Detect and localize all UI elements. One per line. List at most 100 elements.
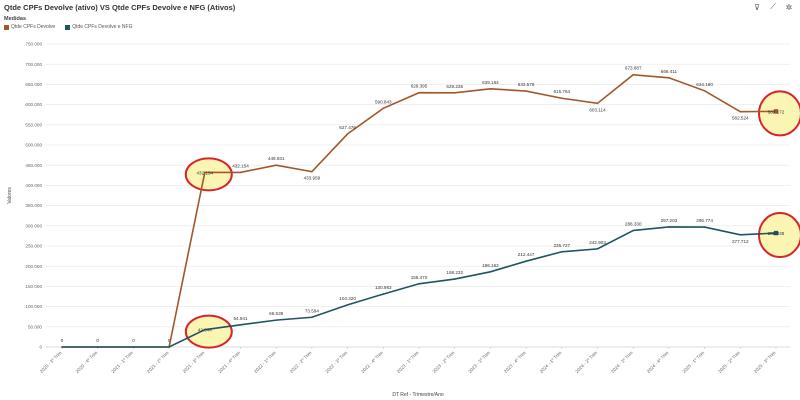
data-point [311, 316, 313, 319]
data-point [453, 91, 456, 94]
x-tick-label: 2024 - 1º Trim [539, 350, 563, 374]
chart-toolbar: ⊽ ⟋ ✲ [752, 2, 794, 12]
x-tick-label: 2023 - 2º Trim [432, 350, 456, 374]
settings-icon[interactable]: ✲ [785, 2, 793, 12]
data-label: 629.235 [446, 84, 463, 89]
data-label: 73.594 [305, 308, 319, 313]
data-label: 449.931 [268, 156, 285, 161]
data-label: 130.983 [375, 285, 392, 290]
data-label: 42.944 [198, 328, 212, 333]
data-label: 603.114 [589, 107, 606, 112]
data-label: 0 [132, 338, 135, 343]
data-point [561, 97, 563, 100]
y-tick-label: 550.000 [25, 122, 42, 127]
data-point [703, 89, 706, 92]
data-label: 104.320 [339, 296, 356, 301]
legend-label: Qtde CPFs Devolve [11, 24, 56, 30]
data-point [275, 319, 278, 321]
legend: Qtde CPFs Devolve Qtde CPFs Devolve e NF… [4, 24, 132, 30]
data-point [561, 250, 563, 253]
data-label: 615.764 [553, 89, 570, 94]
data-label: 282.038 [768, 231, 785, 236]
x-tick-label: 2024 - 2º Trim [574, 350, 598, 374]
data-point [489, 270, 492, 273]
data-point [773, 230, 779, 236]
data-label: 666.411 [661, 69, 678, 74]
data-label: 583.172 [768, 109, 785, 114]
x-tick-label: 2021 - 2º Trim [146, 350, 170, 374]
data-point [668, 226, 670, 228]
data-label: 582.524 [732, 116, 749, 121]
x-tick-label: 2025 - 1º Trim [681, 350, 705, 374]
data-label: 296.774 [696, 218, 713, 223]
x-tick-label: 2022 - 1º Trim [253, 350, 277, 374]
legend-item-devolve-nfg[interactable]: Qtde CPFs Devolve e NFG [65, 24, 132, 30]
data-label: 629.395 [411, 84, 428, 89]
data-label: 432.154 [232, 163, 249, 168]
data-label: 277.712 [732, 239, 749, 244]
data-label: 212.447 [518, 252, 535, 257]
data-point [382, 107, 385, 110]
data-label: 186.162 [482, 263, 499, 268]
data-label: 634.180 [696, 82, 713, 87]
data-label: 0 [96, 338, 99, 343]
data-label: 242.903 [589, 240, 606, 245]
data-point [632, 73, 634, 76]
highlight-ellipse [758, 212, 800, 259]
x-tick-label: 2021 - 3º Trim [182, 350, 206, 374]
data-label: 156.470 [411, 275, 428, 280]
data-point [418, 91, 420, 94]
data-label: 0 [61, 338, 64, 343]
x-tick-label: 2024 - 4º Trim [646, 350, 670, 374]
y-tick-label: 150.000 [25, 284, 42, 289]
x-tick-label: 2022 - 4º Trim [360, 350, 384, 374]
y-axis-title: Valores [7, 187, 13, 204]
data-point [739, 234, 742, 236]
data-label: 168.232 [446, 270, 463, 275]
x-tick-label: 2023 - 3º Trim [467, 350, 491, 374]
data-label: 527.476 [339, 125, 356, 130]
data-point [239, 324, 242, 326]
legend-title: Medidas [4, 16, 27, 22]
x-tick-label: 2023 - 4º Trim [503, 350, 527, 374]
x-tick-label: 2025 - 3º Trim [753, 350, 777, 374]
filter-icon[interactable]: ⊽ [754, 2, 760, 12]
data-point [346, 133, 349, 135]
data-point [739, 110, 742, 113]
x-tick-label: 2022 - 3º Trim [324, 350, 348, 374]
y-tick-label: 50.000 [28, 324, 42, 329]
data-point [703, 226, 706, 228]
data-point [773, 109, 779, 114]
highlight-ellipse [184, 157, 233, 192]
data-label: 235.727 [553, 243, 570, 248]
data-point [489, 87, 492, 90]
data-label: 433.959 [304, 176, 321, 181]
data-point [96, 346, 99, 348]
y-tick-label: 100.000 [25, 304, 42, 309]
series-line-0 [62, 73, 777, 348]
data-point [239, 171, 242, 174]
series-line-1 [62, 226, 777, 348]
y-tick-label: 400.000 [25, 183, 42, 188]
data-point [311, 170, 313, 173]
x-tick-label: 2025 - 2º Trim [717, 350, 741, 374]
data-point [418, 282, 420, 285]
legend-item-devolve[interactable]: Qtde CPFs Devolve [4, 24, 55, 30]
data-label: 590.843 [375, 99, 392, 104]
x-tick-label: 2020 - 4º Trim [75, 350, 99, 374]
data-label: 432.154 [196, 170, 213, 175]
line-chart-icon[interactable]: ⟋ [770, 2, 776, 11]
data-point [525, 90, 527, 92]
data-point [525, 260, 527, 262]
y-tick-label: 0 [39, 345, 42, 350]
data-label: 297.203 [661, 218, 678, 223]
data-point [453, 278, 456, 280]
y-tick-label: 300.000 [25, 223, 42, 228]
data-label: 66.539 [269, 311, 283, 316]
data-label: 288.330 [625, 222, 642, 227]
legend-label: Qtde CPFs Devolve e NFG [72, 24, 133, 30]
data-point [632, 229, 634, 232]
chart-title: Qtde CPFs Devolve (ativo) VS Qtde CPFs D… [4, 3, 236, 12]
y-tick-label: 650.000 [25, 82, 42, 87]
